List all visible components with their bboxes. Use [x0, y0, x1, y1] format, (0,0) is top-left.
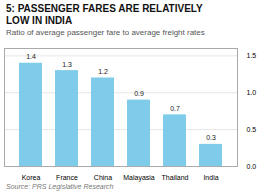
svg-text:Thailand: Thailand	[162, 174, 189, 181]
svg-text:France: France	[56, 174, 78, 181]
html-text:LOW IN INDIA: LOW IN INDIA	[6, 15, 73, 26]
html-text:Ratio of average passenger far: Ratio of average passenger fare to avera…	[6, 28, 205, 37]
svg-text:1.2: 1.2	[98, 68, 108, 75]
svg-text:1.3: 1.3	[62, 61, 72, 68]
html-text:Source: PRS Legislative Resear: Source: PRS Legislative Research	[6, 183, 114, 190]
svg-text:Malayasia: Malayasia	[123, 174, 155, 182]
svg-text:China: China	[94, 174, 112, 181]
svg-text:0.7: 0.7	[170, 105, 180, 112]
svg-text:India: India	[203, 174, 218, 181]
svg-text:0.9: 0.9	[134, 90, 144, 97]
svg-text:Korea: Korea	[22, 174, 41, 181]
svg-text:0.3: 0.3	[206, 134, 216, 141]
svg-text:1.0: 1.0	[247, 89, 257, 96]
html-text:5: PASSENGER FARES ARE RELATIV: 5: PASSENGER FARES ARE RELATIVELY	[6, 3, 203, 14]
svg-text:0.0: 0.0	[247, 163, 257, 170]
svg-text:0.5: 0.5	[247, 126, 257, 133]
svg-text:1.5: 1.5	[247, 52, 257, 59]
svg-text:1.4: 1.4	[26, 53, 36, 60]
